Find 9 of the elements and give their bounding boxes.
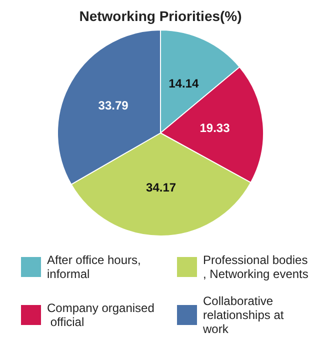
data-label: 34.17 [146, 180, 176, 194]
legend-label: Professional bodies, Networking events [203, 253, 308, 281]
legend-label: Company organised official [47, 301, 154, 329]
data-label: 19.33 [200, 120, 230, 135]
chart-title: Networking Priorities(%) [79, 8, 242, 24]
data-label: 14.14 [168, 76, 199, 91]
legend-label: After office hours, informal [47, 253, 144, 281]
legend-label: Collaborative relationships at work [202, 294, 288, 336]
data-label: 33.79 [98, 98, 129, 113]
